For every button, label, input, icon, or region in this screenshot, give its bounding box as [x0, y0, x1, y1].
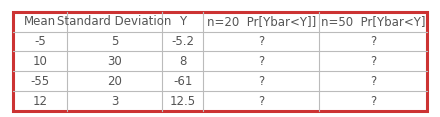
- Text: 8: 8: [179, 55, 187, 68]
- Text: 5: 5: [111, 35, 118, 48]
- Text: n=20  Pr[Ybar<Y]]: n=20 Pr[Ybar<Y]]: [207, 15, 316, 28]
- Text: -5: -5: [34, 35, 46, 48]
- Text: -55: -55: [30, 75, 50, 88]
- Text: 12.5: 12.5: [170, 95, 196, 108]
- Text: ?: ?: [258, 55, 264, 68]
- Text: Y: Y: [179, 15, 186, 28]
- Text: ?: ?: [370, 55, 376, 68]
- Text: 3: 3: [111, 95, 118, 108]
- Text: ?: ?: [370, 75, 376, 88]
- Text: ?: ?: [258, 35, 264, 48]
- Text: -5.2: -5.2: [171, 35, 194, 48]
- Text: Standard Deviation: Standard Deviation: [57, 15, 172, 28]
- Text: 20: 20: [107, 75, 122, 88]
- Text: n=50  Pr[Ybar<Y]: n=50 Pr[Ybar<Y]: [321, 15, 425, 28]
- Text: 10: 10: [33, 55, 48, 68]
- Text: 30: 30: [107, 55, 122, 68]
- Text: ?: ?: [370, 35, 376, 48]
- Text: -61: -61: [173, 75, 192, 88]
- Text: ?: ?: [258, 95, 264, 108]
- Text: ?: ?: [258, 75, 264, 88]
- Text: ?: ?: [370, 95, 376, 108]
- Text: Mean: Mean: [24, 15, 56, 28]
- Text: 12: 12: [33, 95, 48, 108]
